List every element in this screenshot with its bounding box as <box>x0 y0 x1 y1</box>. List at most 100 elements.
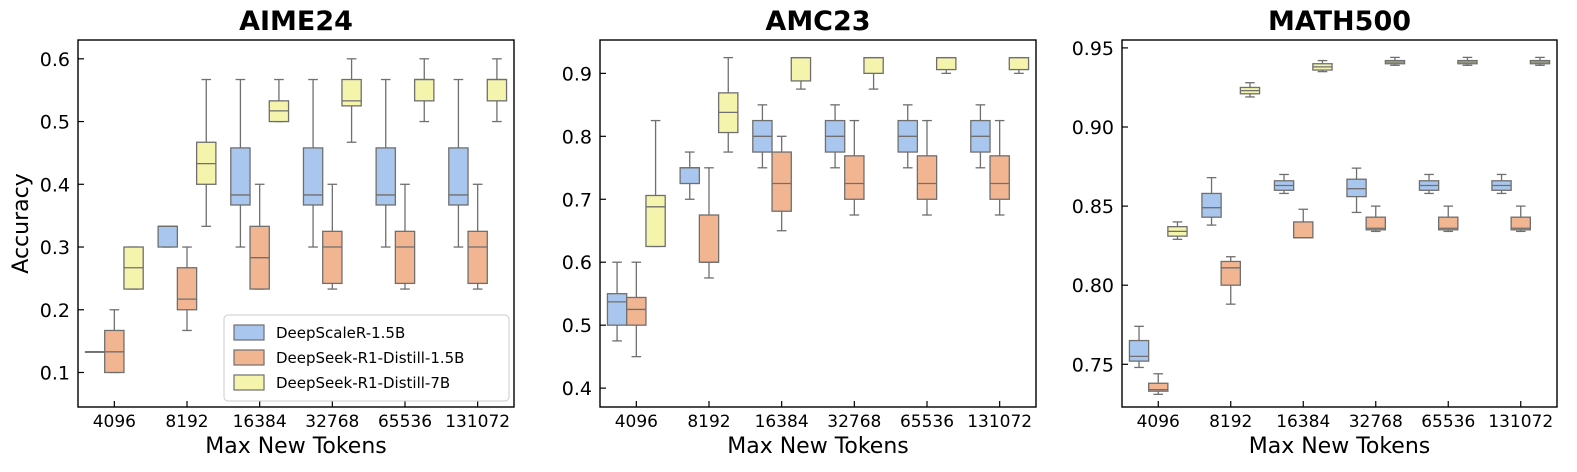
xtick-label: 8192 <box>1209 412 1252 432</box>
box-iqr <box>679 167 701 185</box>
box-deepseek-r1-distill-1-5b-4096 <box>626 261 647 358</box>
box-iqr <box>1128 339 1150 362</box>
xtick-label: 65536 <box>1421 412 1475 432</box>
box-deepscaler-1-5b-65536 <box>375 78 397 248</box>
box-iqr <box>771 151 792 212</box>
ytick-label: 0.95 <box>1072 38 1114 60</box>
legend-swatch <box>233 324 265 341</box>
box-iqr <box>698 214 720 263</box>
chart-title: AMC23 <box>765 6 870 37</box>
box-deepscaler-1-5b-131072 <box>970 104 991 169</box>
box-deepseek-r1-distill-7b-65536 <box>413 58 435 123</box>
ytick-label: 0.80 <box>1072 275 1114 297</box>
box-deepseek-r1-distill-7b-8192 <box>717 56 739 153</box>
box-iqr <box>230 147 251 206</box>
box-deepscaler-1-5b-4096 <box>1128 325 1150 369</box>
ytick-label: 0.85 <box>1072 196 1114 218</box>
chart-panel-math500: 0.75 0.80 0.85 0.90 0.95 4096 8192 16384 32768 65… <box>1072 6 1558 459</box>
box-deepscaler-1-5b-131072 <box>448 78 469 248</box>
ytick-label: 0.6 <box>562 252 592 274</box>
box-deepscaler-1-5b-131072 <box>1491 173 1512 195</box>
ytick-label: 0.75 <box>1072 354 1114 376</box>
box-iqr <box>467 230 488 285</box>
box-deepseek-r1-distill-1-5b-4096 <box>104 309 125 374</box>
box-deepseek-r1-distill-1-5b-16384 <box>249 183 270 290</box>
box-iqr <box>1292 221 1314 239</box>
box-deepseek-r1-distill-1-5b-131072 <box>989 119 1010 216</box>
box-iqr <box>1510 216 1532 231</box>
box-iqr <box>1346 178 1367 198</box>
box-iqr <box>989 155 1010 200</box>
box-deepseek-r1-distill-7b-131072 <box>1529 56 1551 66</box>
box-deepscaler-1-5b-32768 <box>1346 167 1367 214</box>
box-iqr <box>176 267 198 311</box>
ytick-label: 0.5 <box>562 315 592 337</box>
box-deepseek-r1-distill-1-5b-16384 <box>771 135 792 232</box>
box-iqr <box>935 56 957 71</box>
xtick-label: 32768 <box>305 412 359 432</box>
box-deepscaler-1-5b-8192 <box>1201 176 1222 226</box>
xtick-label: 32768 <box>1349 412 1403 432</box>
x-axis-label: Max New Tokens <box>1249 434 1431 459</box>
xtick-label: 8192 <box>165 412 208 432</box>
xtick-label: 65536 <box>378 412 432 432</box>
box-deepscaler-1-5b-16384 <box>1273 173 1295 195</box>
box-deepseek-r1-distill-7b-16384 <box>268 78 290 123</box>
xtick-label: 4096 <box>615 412 658 432</box>
box-iqr <box>157 225 179 248</box>
box-iqr <box>448 147 469 206</box>
xtick-label: 16384 <box>233 412 287 432</box>
legend: DeepScaleR-1.5B DeepSeek-R1-Distill-1.5B D… <box>223 314 510 402</box>
ytick-label: 0.5 <box>40 112 70 134</box>
box-deepseek-r1-distill-1-5b-8192 <box>176 246 198 332</box>
ytick-label: 0.8 <box>562 126 592 148</box>
box-iqr <box>1008 56 1030 71</box>
box-deepseek-r1-distill-7b-65536 <box>1457 56 1478 66</box>
box-deepseek-r1-distill-7b-8192 <box>195 78 217 227</box>
ytick-label: 0.1 <box>40 362 70 384</box>
box-iqr <box>1201 192 1222 218</box>
x-axis-label: Max New Tokens <box>205 434 387 459</box>
box-iqr <box>486 78 508 102</box>
box-deepseek-r1-distill-1-5b-8192 <box>1220 256 1242 305</box>
box-iqr <box>413 78 435 102</box>
ytick-label: 0.2 <box>40 300 70 322</box>
box-iqr <box>394 230 416 285</box>
box-deepscaler-1-5b-8192 <box>157 225 179 248</box>
box-deepseek-r1-distill-1-5b-4096 <box>1147 373 1169 395</box>
box-deepseek-r1-distill-7b-16384 <box>790 56 812 90</box>
ytick-label: 0.4 <box>562 378 592 400</box>
box-deepscaler-1-5b-32768 <box>302 78 324 248</box>
box-iqr <box>790 56 812 82</box>
ytick-label: 0.90 <box>1072 117 1114 139</box>
ytick-label: 0.9 <box>562 63 592 85</box>
box-iqr <box>916 155 938 200</box>
axes-frame <box>77 39 515 408</box>
box-iqr <box>844 155 865 200</box>
xtick-label: 65536 <box>900 412 954 432</box>
ytick-label: 0.3 <box>40 237 70 259</box>
box-iqr <box>606 293 628 326</box>
box-deepseek-r1-distill-7b-8192 <box>1239 82 1261 98</box>
chart-panel-aime24: 0.1 0.2 0.3 0.4 0.5 0.6 4096 8192 16384 32768 6553… <box>9 6 515 459</box>
box-deepseek-r1-distill-7b-131072 <box>486 58 508 123</box>
box-iqr <box>1220 260 1242 286</box>
legend-swatch <box>233 374 265 391</box>
box-deepseek-r1-distill-1-5b-131072 <box>467 183 488 290</box>
box-deepseek-r1-distill-1-5b-65536 <box>1437 205 1459 233</box>
box-iqr <box>863 56 884 75</box>
box-deepseek-r1-distill-7b-16384 <box>1312 59 1333 73</box>
box-deepseek-r1-distill-7b-32768 <box>1384 56 1406 66</box>
xtick-label: 131072 <box>445 412 510 432</box>
legend-label: DeepSeek-R1-Distill-7B <box>276 374 450 392</box>
xtick-label: 32768 <box>827 412 881 432</box>
box-deepscaler-1-5b-16384 <box>752 104 773 169</box>
box-deepseek-r1-distill-7b-4096 <box>645 119 666 248</box>
box-deepscaler-1-5b-65536 <box>1418 173 1440 195</box>
axes-frame <box>599 39 1037 408</box>
box-deepscaler-1-5b-8192 <box>679 151 701 200</box>
y-axis-label: Accuracy <box>9 173 34 273</box>
box-iqr <box>626 296 647 326</box>
box-deepseek-r1-distill-1-5b-32768 <box>322 183 343 290</box>
